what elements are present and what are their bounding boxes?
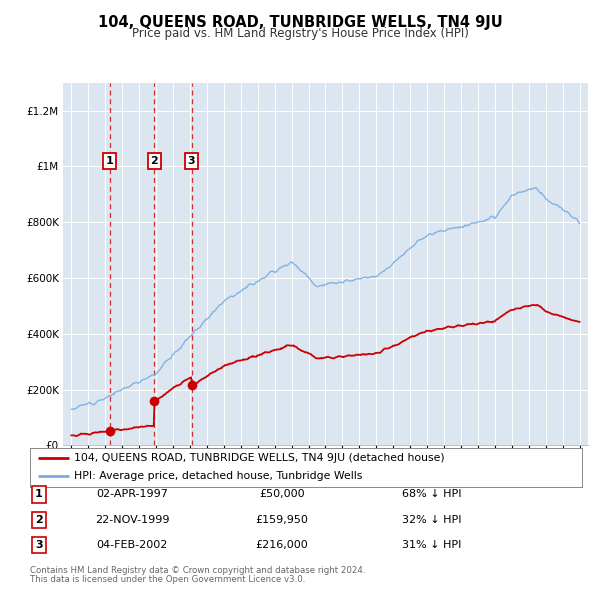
Text: 104, QUEENS ROAD, TUNBRIDGE WELLS, TN4 9JU (detached house): 104, QUEENS ROAD, TUNBRIDGE WELLS, TN4 9… [74,453,445,463]
Text: £159,950: £159,950 [256,515,308,525]
Text: 68% ↓ HPI: 68% ↓ HPI [402,490,462,499]
Text: This data is licensed under the Open Government Licence v3.0.: This data is licensed under the Open Gov… [30,575,305,584]
Text: HPI: Average price, detached house, Tunbridge Wells: HPI: Average price, detached house, Tunb… [74,471,362,481]
Text: 3: 3 [188,156,196,166]
Text: 1: 1 [35,490,43,499]
Text: 2: 2 [151,156,158,166]
Text: 31% ↓ HPI: 31% ↓ HPI [403,540,461,550]
Text: 3: 3 [35,540,43,550]
Text: Price paid vs. HM Land Registry's House Price Index (HPI): Price paid vs. HM Land Registry's House … [131,27,469,40]
Text: 2: 2 [35,515,43,525]
Text: 1: 1 [106,156,113,166]
Text: 104, QUEENS ROAD, TUNBRIDGE WELLS, TN4 9JU: 104, QUEENS ROAD, TUNBRIDGE WELLS, TN4 9… [98,15,502,30]
Text: £50,000: £50,000 [259,490,305,499]
Text: Contains HM Land Registry data © Crown copyright and database right 2024.: Contains HM Land Registry data © Crown c… [30,566,365,575]
Text: 04-FEB-2002: 04-FEB-2002 [97,540,167,550]
Text: 22-NOV-1999: 22-NOV-1999 [95,515,169,525]
Text: 32% ↓ HPI: 32% ↓ HPI [402,515,462,525]
Text: £216,000: £216,000 [256,540,308,550]
Text: 02-APR-1997: 02-APR-1997 [96,490,168,499]
